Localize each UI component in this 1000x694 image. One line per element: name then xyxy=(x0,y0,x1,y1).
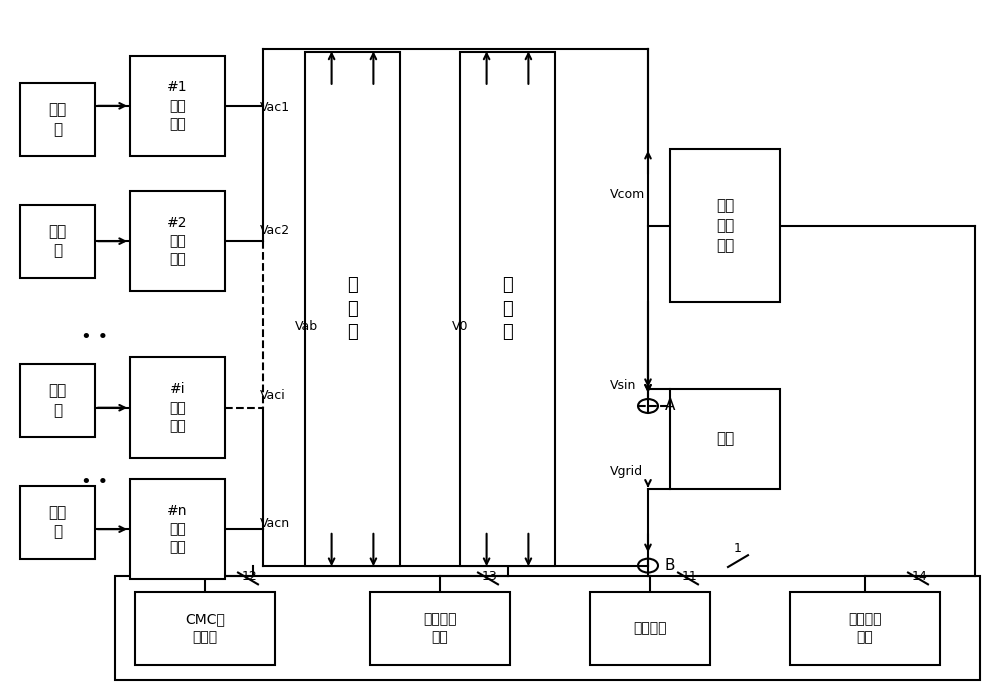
Bar xyxy=(20,205,95,278)
Text: 电网: 电网 xyxy=(716,432,734,446)
Text: 开关控制
单元: 开关控制 单元 xyxy=(423,612,457,645)
Text: V0: V0 xyxy=(452,320,468,332)
Text: 12: 12 xyxy=(242,570,258,583)
Text: Vab: Vab xyxy=(295,320,318,332)
Text: #i
变换
电路: #i 变换 电路 xyxy=(169,382,186,433)
Text: 直流
源: 直流 源 xyxy=(48,505,67,540)
Text: 电压
补唇
装置: 电压 补唇 装置 xyxy=(716,198,734,253)
Text: #2
变换
电路: #2 变换 电路 xyxy=(167,216,188,266)
Bar xyxy=(670,389,780,489)
Text: 1: 1 xyxy=(734,542,742,555)
Text: A: A xyxy=(665,398,675,414)
Bar xyxy=(305,52,400,566)
Bar xyxy=(460,52,555,566)
Bar xyxy=(135,592,275,665)
Text: 连接单元: 连接单元 xyxy=(633,621,667,636)
Bar xyxy=(130,479,225,579)
Text: #1
变换
电路: #1 变换 电路 xyxy=(167,81,188,131)
Text: 直流
源: 直流 源 xyxy=(48,223,67,259)
Bar xyxy=(20,364,95,437)
Bar xyxy=(790,592,940,665)
Bar xyxy=(20,83,95,156)
Bar xyxy=(590,592,710,665)
Bar xyxy=(115,576,980,680)
Bar xyxy=(20,486,95,559)
Text: Vcom: Vcom xyxy=(610,188,645,201)
Bar xyxy=(130,191,225,291)
Text: Vac2: Vac2 xyxy=(260,224,290,237)
Text: Vsin: Vsin xyxy=(610,379,636,391)
Text: Vacn: Vacn xyxy=(260,518,290,530)
Text: 直流
源: 直流 源 xyxy=(48,102,67,137)
Bar xyxy=(130,56,225,156)
Text: 滤
波
器: 滤 波 器 xyxy=(347,276,358,341)
Text: 14: 14 xyxy=(912,570,928,583)
Text: 11: 11 xyxy=(682,570,698,583)
Bar xyxy=(370,592,510,665)
Text: 13: 13 xyxy=(482,570,498,583)
Text: CMC控
制单元: CMC控 制单元 xyxy=(185,612,225,645)
Text: • •: • • xyxy=(81,328,109,346)
Text: 补唇控制
单元: 补唇控制 单元 xyxy=(848,612,882,645)
Text: 开
关
组: 开 关 组 xyxy=(502,276,513,341)
Text: Vgrid: Vgrid xyxy=(610,466,643,478)
Text: B: B xyxy=(665,558,676,573)
Bar xyxy=(130,357,225,458)
Text: • •: • • xyxy=(81,473,109,491)
Text: Vaci: Vaci xyxy=(260,389,286,402)
Text: 直流
源: 直流 源 xyxy=(48,383,67,418)
Text: Vac1: Vac1 xyxy=(260,101,290,114)
Bar xyxy=(670,149,780,302)
Text: #n
变换
电路: #n 变换 电路 xyxy=(167,504,188,555)
